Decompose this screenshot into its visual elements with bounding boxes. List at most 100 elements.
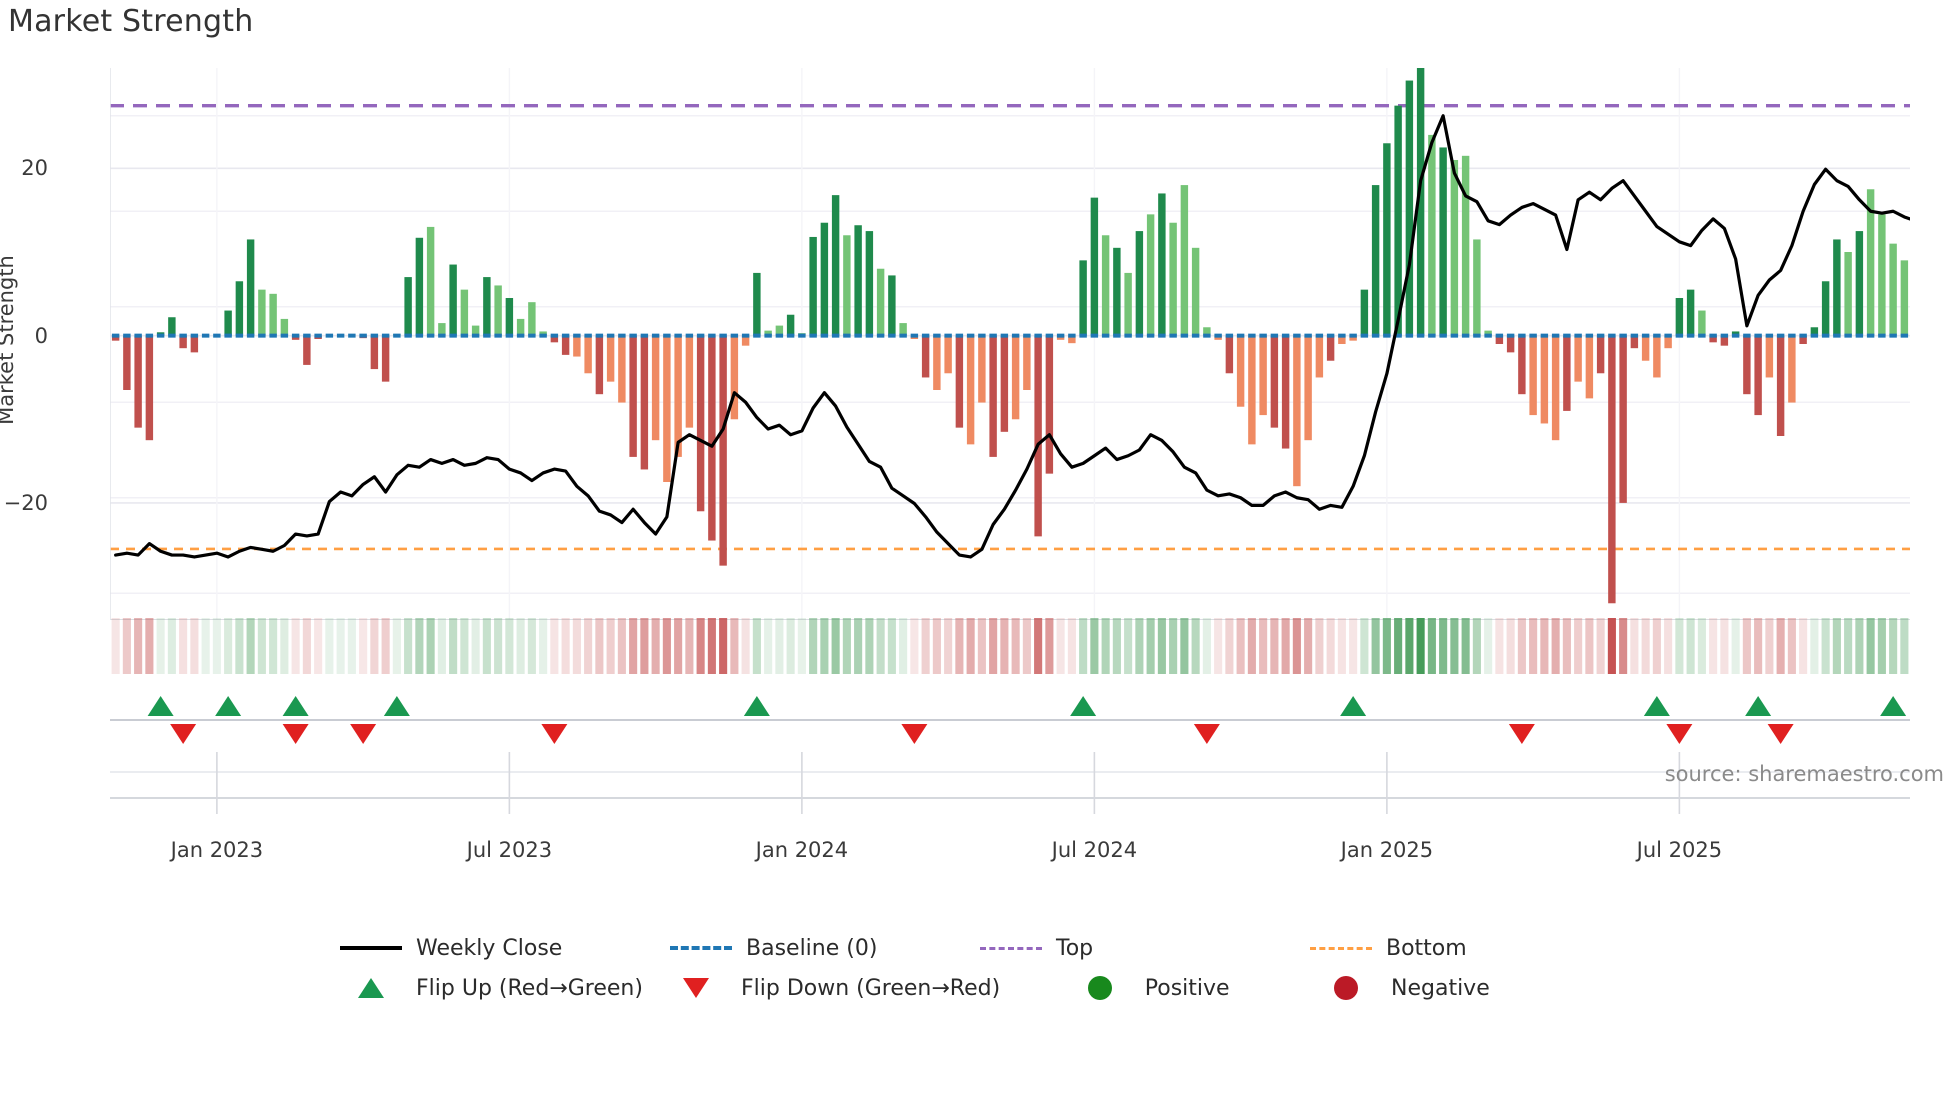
strength-bar <box>1360 289 1369 336</box>
baseline-tick <box>1900 333 1909 338</box>
legend-item[interactable]: Bottom <box>1310 936 1640 961</box>
heatmap-cell <box>1844 618 1853 674</box>
baseline-tick <box>1833 333 1841 338</box>
heatmap-cell <box>1382 618 1391 674</box>
strength-bar <box>753 272 761 336</box>
baseline-tick <box>629 333 637 338</box>
legend-row-primary: Weekly Close Baseline (0) Top Bottom <box>340 928 1640 968</box>
strength-bar <box>1248 335 1256 445</box>
heatmap-cell <box>1281 618 1290 674</box>
strength-bar <box>1630 335 1639 349</box>
strength-bar <box>1551 335 1560 441</box>
baseline-tick <box>224 333 232 338</box>
baseline-tick <box>663 333 671 338</box>
heatmap-cell <box>111 618 120 674</box>
heatmap-cell <box>944 618 953 674</box>
strength-bar <box>1169 222 1177 336</box>
strength-bar <box>719 335 727 566</box>
baseline-tick <box>798 333 806 338</box>
baseline-tick <box>719 333 727 338</box>
strength-bar <box>1315 335 1324 378</box>
heatmap-cell <box>1157 618 1166 674</box>
baseline-tick <box>1180 333 1189 338</box>
strength-bar <box>460 289 469 336</box>
heatmap-cell <box>494 618 503 674</box>
legend-item[interactable]: Baseline (0) <box>670 936 980 961</box>
heatmap-cell <box>550 618 559 674</box>
heatmap-cell <box>1607 618 1616 674</box>
legend-item[interactable]: Weekly Close <box>340 936 670 961</box>
strength-bar <box>381 335 390 382</box>
baseline-tick <box>1540 333 1549 338</box>
heatmap-cell <box>1225 618 1234 674</box>
legend-item-label: Bottom <box>1386 935 1467 961</box>
heatmap-cell <box>381 618 390 674</box>
strength-bar <box>1709 335 1717 343</box>
strength-bar <box>899 323 907 336</box>
strength-bar <box>145 335 154 441</box>
baseline-tick <box>1090 333 1099 338</box>
baseline-tick <box>1461 333 1470 338</box>
heatmap-cell <box>291 618 300 674</box>
heatmap-cell <box>674 618 683 674</box>
baseline-tick <box>1563 333 1571 338</box>
legend-circle-icon <box>1069 976 1131 1000</box>
strength-bar <box>528 302 536 336</box>
heatmap-cell <box>629 618 638 674</box>
heatmap-cell <box>1517 618 1526 674</box>
strength-bar <box>775 325 784 336</box>
heatmap-cell <box>1326 618 1335 674</box>
strength-bar <box>1203 327 1211 336</box>
strength-bar <box>1596 335 1605 374</box>
baseline-tick <box>1731 333 1740 338</box>
strength-bar <box>1135 231 1144 336</box>
baseline-tick <box>168 333 176 338</box>
baseline-tick <box>865 333 874 338</box>
strength-bar <box>1293 335 1301 487</box>
strength-bar <box>1765 335 1774 378</box>
baseline-tick <box>1529 333 1537 338</box>
legend-item[interactable]: Flip Down (Green→Red) <box>665 976 1069 1001</box>
legend-item[interactable]: Positive <box>1069 976 1315 1001</box>
baseline-tick <box>1293 333 1301 338</box>
heatmap-cell <box>347 618 356 674</box>
baseline-tick <box>1158 333 1166 338</box>
strength-bar <box>550 335 559 343</box>
flip-down-markers <box>170 724 1794 744</box>
legend-item-label: Positive <box>1144 975 1230 1001</box>
heatmap-cell <box>359 618 368 674</box>
strength-bar <box>606 335 615 382</box>
baseline-tick <box>1518 333 1526 338</box>
legend-item[interactable]: Negative <box>1315 976 1640 1001</box>
strength-bar <box>1731 331 1740 336</box>
baseline-tick <box>381 333 390 338</box>
strength-bar <box>933 335 941 390</box>
strength-bar <box>1484 330 1492 336</box>
strength-bar <box>618 335 626 403</box>
strength-bar <box>1889 243 1897 336</box>
baseline-tick <box>899 333 907 338</box>
baseline-tick <box>584 333 592 338</box>
baseline-tick <box>1551 333 1560 338</box>
heatmap-cell <box>966 618 975 674</box>
baseline-tick <box>775 333 784 338</box>
heatmap-cell <box>1304 618 1313 674</box>
legend-swatch-shape <box>1334 976 1358 1000</box>
strength-bar <box>741 335 750 346</box>
baseline-tick <box>854 333 862 338</box>
legend-item[interactable]: Flip Up (Red→Green) <box>340 976 665 1001</box>
flip-up-marker <box>147 696 174 716</box>
legend-item[interactable]: Top <box>980 936 1310 961</box>
heatmap-cell <box>134 618 143 674</box>
strength-bar <box>1743 335 1751 395</box>
legend-dashed-line-icon <box>670 936 732 960</box>
flip-down-marker <box>350 724 377 744</box>
strength-bar <box>1146 214 1155 336</box>
strength-bar <box>1023 335 1031 390</box>
strength-bar <box>505 298 514 336</box>
flip-up-marker <box>1880 696 1907 716</box>
strength-bar <box>843 235 851 336</box>
heatmap-cell <box>370 618 379 674</box>
heatmap-cell <box>1540 618 1549 674</box>
heatmap-cell <box>156 618 165 674</box>
